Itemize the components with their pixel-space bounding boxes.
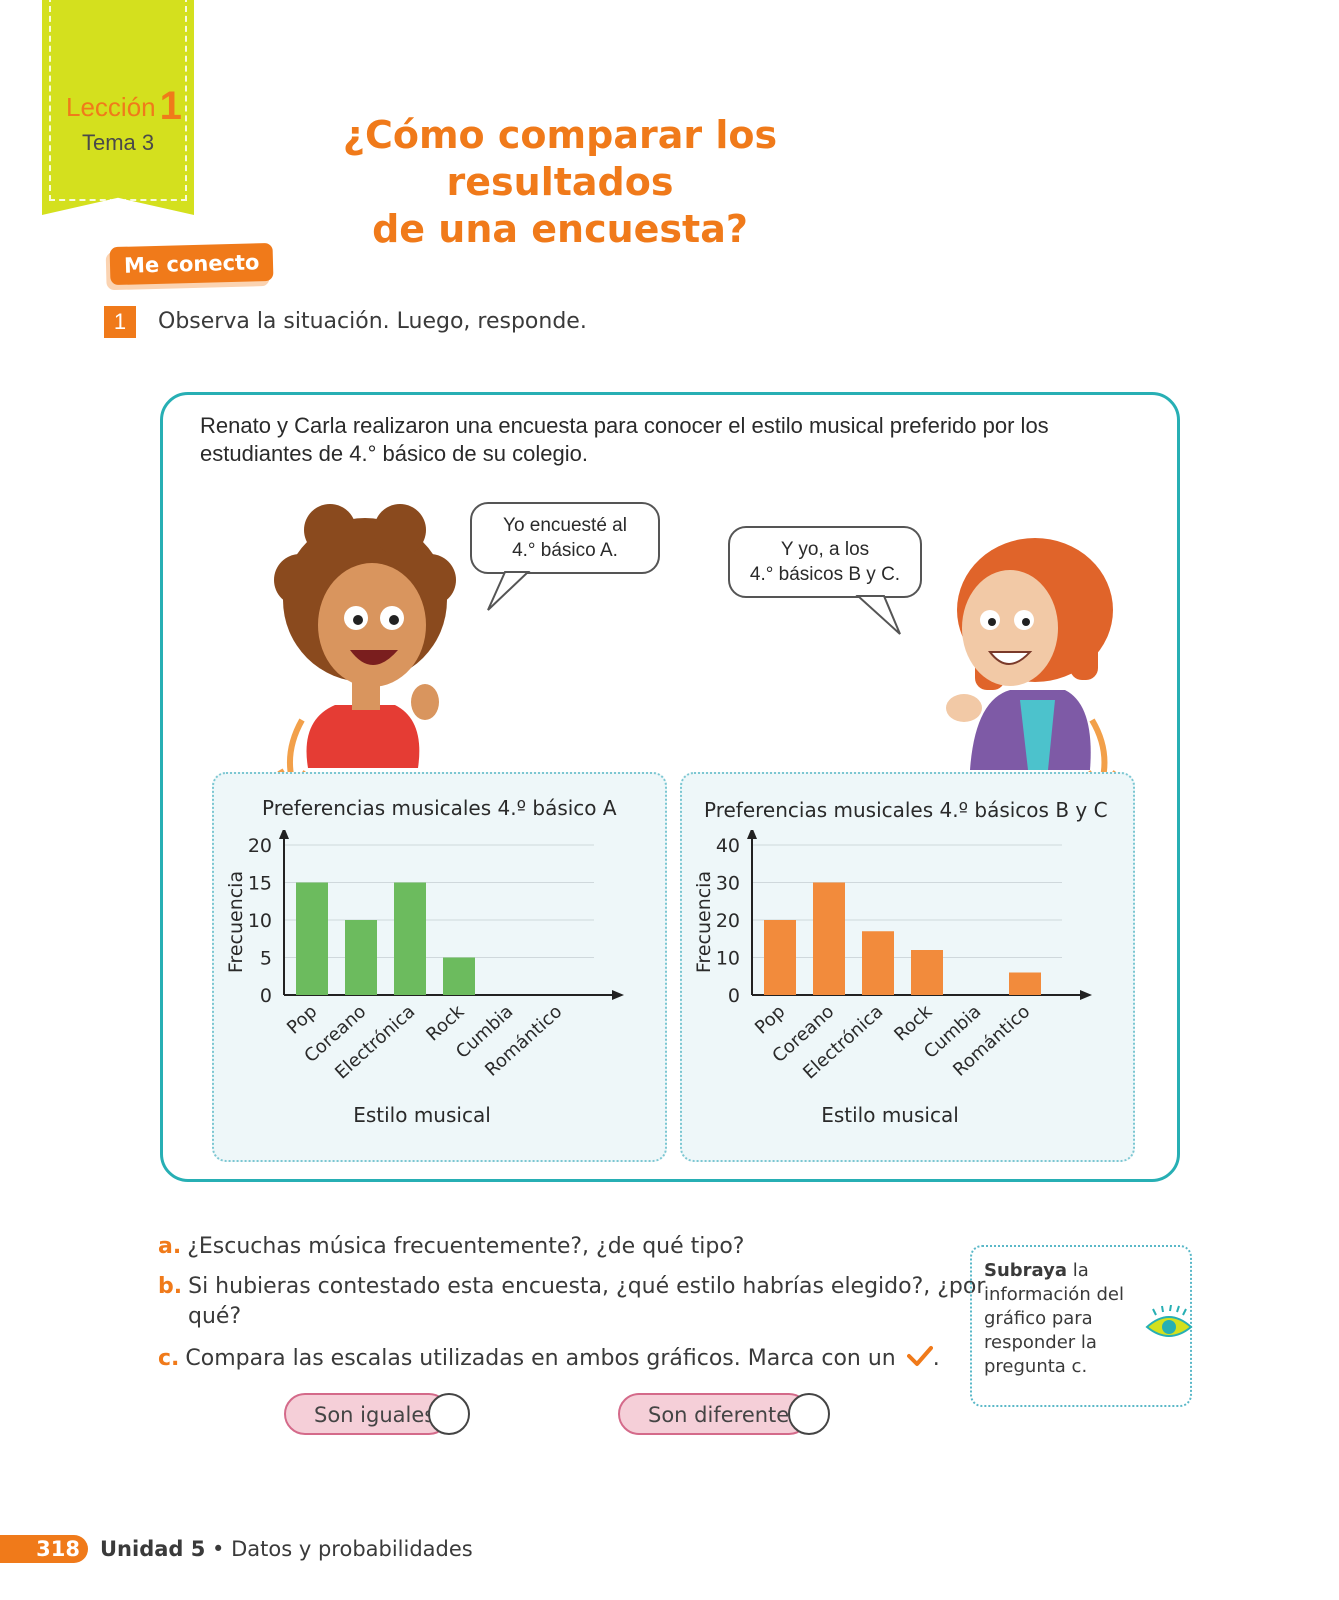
chart-a-x-axis-label: Estilo musical <box>353 1103 491 1127</box>
footer-separator: • <box>212 1537 225 1561</box>
chart-a-x-axis-arrow <box>612 990 624 1000</box>
eye-icon <box>1145 1305 1193 1337</box>
bubble-boy-line-1: Yo encuesté al <box>503 515 627 536</box>
question-b-letter: b. <box>158 1274 183 1299</box>
lesson-number: 1 <box>159 84 182 128</box>
section-tag: Me conecto <box>109 242 274 286</box>
scene-intro: Renato y Carla realizaron una encuesta p… <box>200 413 1049 466</box>
chart-a-ytick-label: 10 <box>248 910 272 932</box>
option-son-iguales-label: Son iguales <box>314 1403 436 1427</box>
chart-a-title: Preferencias musicales 4.º básico A <box>262 796 617 820</box>
chart-a-ytick-label: 20 <box>248 835 272 857</box>
chart-b-bar-pop <box>764 920 796 995</box>
question-c: c. Compara las escalas utilizadas en ambo… <box>158 1344 968 1374</box>
question-a-text: ¿Escuchas música frecuentemente?, ¿de qu… <box>187 1234 745 1259</box>
item-instruction: Observa la situación. Luego, responde. <box>158 309 587 334</box>
item-number: 1 <box>104 306 136 338</box>
option-son-iguales[interactable]: Son iguales <box>284 1393 470 1435</box>
chart-b-ytick-label: 10 <box>716 948 740 970</box>
option-son-iguales-checkbox[interactable] <box>428 1393 470 1435</box>
title-line-2: de una encuesta? <box>372 207 748 251</box>
title-line-1: ¿Cómo comparar los resultados <box>342 113 778 204</box>
chart-a-bar-electrónica <box>394 882 426 995</box>
question-b: b. Si hubieras contestado esta encuesta, … <box>158 1272 988 1332</box>
chart-a-bar-coreano <box>345 920 377 995</box>
chart-b-x-axis-arrow <box>1080 990 1092 1000</box>
chart-b-x-axis-label: Estilo musical <box>821 1103 959 1127</box>
bubble-girl-line-2: 4.° básicos B y C. <box>749 564 901 585</box>
chart-b-category-label: Pop <box>751 1001 789 1038</box>
chart-b-bar-electrónica <box>862 931 894 995</box>
chart-b-ytick-label: 30 <box>716 873 740 895</box>
chart-b-ytick-label: 0 <box>728 985 740 1007</box>
question-c-end: . <box>932 1346 940 1371</box>
footer-subject: Datos y probabilidades <box>231 1537 473 1561</box>
speech-bubble-girl: Y yo, a los 4.° básicos B y C. <box>728 526 922 598</box>
page-number: 318 <box>0 1535 88 1563</box>
chart-a-bar-rock <box>443 957 475 995</box>
tip-text: Subraya la información del gráfico para … <box>984 1259 1134 1379</box>
chart-a-ytick-label: 0 <box>260 985 272 1007</box>
topic-label: Tema 3 <box>82 130 155 155</box>
chart-a-category-label: Pop <box>283 1001 321 1038</box>
chart-a-bar-pop <box>296 882 328 995</box>
footer-unit-name: Unidad 5 <box>100 1537 206 1561</box>
question-c-letter: c. <box>158 1346 180 1371</box>
tip-box: Subraya la información del gráfico para … <box>970 1245 1193 1407</box>
bubble-boy-line-2: 4.° básico A. <box>512 540 618 561</box>
chart-b-y-axis-label: Frecuencia <box>693 871 715 973</box>
chart-b-bar-coreano <box>813 882 845 995</box>
question-a-letter: a. <box>158 1234 182 1259</box>
question-c-text: Compara las escalas utilizadas en ambos … <box>185 1346 896 1371</box>
bubble-girl-line-1: Y yo, a los <box>780 539 870 560</box>
chart-a-ytick-label: 15 <box>248 873 272 895</box>
chart-b-y-axis-arrow <box>747 830 757 839</box>
footer-unit: Unidad 5 • Datos y probabilidades <box>100 1535 473 1563</box>
chart-b-title: Preferencias musicales 4.º básicos B y C <box>704 798 1108 822</box>
tip-bold: Subraya <box>984 1260 1068 1281</box>
option-son-diferentes[interactable]: Son diferentes <box>618 1393 830 1435</box>
option-son-diferentes-checkbox[interactable] <box>788 1393 830 1435</box>
lesson-ribbon: Lección 1 Tema 3 <box>42 0 194 215</box>
scene-frame <box>160 392 1180 1182</box>
chart-b-bar-rock <box>911 950 943 995</box>
lesson-label: Lección 1 <box>66 84 182 129</box>
page-title: ¿Cómo comparar los resultados de una enc… <box>230 112 890 253</box>
question-b-text: Si hubieras contestado esta encuesta, ¿q… <box>188 1274 986 1329</box>
chart-b-ytick-label: 20 <box>716 910 740 932</box>
chart-a-y-axis-label: Frecuencia <box>225 871 247 973</box>
lesson-label-text: Lección <box>66 92 156 122</box>
chart-a-ytick-label: 5 <box>260 948 272 970</box>
speech-bubble-boy: Yo encuesté al 4.° básico A. <box>470 502 660 574</box>
tip-body: la información del gráfico para responde… <box>984 1260 1124 1377</box>
chart-b-ytick-label: 40 <box>716 835 740 857</box>
chart-a-y-axis-arrow <box>279 830 289 839</box>
checkmark-icon <box>906 1346 933 1366</box>
option-son-diferentes-label: Son diferentes <box>648 1403 801 1427</box>
question-a: a. ¿Escuchas música frecuentemente?, ¿de … <box>158 1232 948 1262</box>
chart-b-bar-romántico <box>1009 972 1041 995</box>
